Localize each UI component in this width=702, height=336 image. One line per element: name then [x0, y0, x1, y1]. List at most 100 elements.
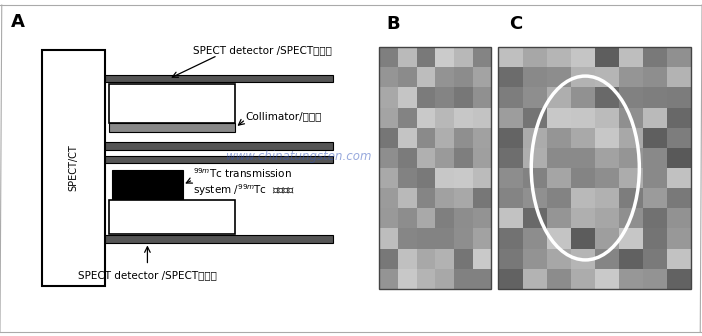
Bar: [472, 188, 491, 208]
Bar: [571, 108, 595, 128]
Bar: [522, 208, 547, 228]
Bar: [379, 208, 398, 228]
Bar: [668, 108, 691, 128]
Bar: [547, 148, 571, 168]
Bar: [379, 188, 398, 208]
Bar: [619, 47, 643, 67]
Bar: [398, 269, 416, 289]
Bar: [454, 128, 472, 148]
Bar: [472, 249, 491, 269]
Bar: [109, 84, 235, 123]
Bar: [435, 208, 454, 228]
Bar: [498, 188, 522, 208]
Bar: [379, 168, 398, 188]
Bar: [416, 228, 435, 249]
Bar: [668, 269, 691, 289]
Bar: [454, 188, 472, 208]
Bar: [571, 168, 595, 188]
Text: A: A: [11, 13, 25, 32]
Bar: [595, 208, 619, 228]
Bar: [668, 188, 691, 208]
Bar: [398, 168, 416, 188]
Bar: [398, 67, 416, 87]
Bar: [472, 67, 491, 87]
Bar: [398, 87, 416, 108]
Bar: [454, 208, 472, 228]
Bar: [435, 188, 454, 208]
Bar: [522, 47, 547, 67]
Bar: [416, 108, 435, 128]
Bar: [454, 67, 472, 87]
Bar: [416, 67, 435, 87]
Bar: [379, 108, 398, 128]
Bar: [398, 228, 416, 249]
Bar: [619, 208, 643, 228]
Text: SPECT detector /SPECT探测器: SPECT detector /SPECT探测器: [78, 270, 217, 281]
Bar: [619, 148, 643, 168]
Bar: [571, 87, 595, 108]
Bar: [472, 168, 491, 188]
Text: SPECT/CT: SPECT/CT: [69, 144, 79, 192]
Bar: [643, 67, 668, 87]
Bar: [668, 168, 691, 188]
Bar: [454, 87, 472, 108]
Bar: [379, 228, 398, 249]
Bar: [472, 228, 491, 249]
Bar: [595, 188, 619, 208]
Bar: [668, 67, 691, 87]
Bar: [435, 47, 454, 67]
Bar: [668, 249, 691, 269]
Bar: [595, 67, 619, 87]
Bar: [435, 67, 454, 87]
Bar: [105, 235, 333, 243]
Bar: [498, 228, 522, 249]
Bar: [619, 108, 643, 128]
Bar: [643, 87, 668, 108]
Bar: [379, 47, 398, 67]
Text: system /$^{99m}$Tc  传输系统: system /$^{99m}$Tc 传输系统: [193, 182, 295, 198]
Bar: [547, 249, 571, 269]
Text: $^{99m}$Tc transmission: $^{99m}$Tc transmission: [193, 166, 292, 180]
Bar: [668, 47, 691, 67]
Bar: [105, 156, 333, 163]
Bar: [435, 128, 454, 148]
Bar: [472, 269, 491, 289]
Bar: [398, 249, 416, 269]
Bar: [42, 50, 105, 286]
Bar: [571, 47, 595, 67]
Bar: [643, 148, 668, 168]
Text: C: C: [509, 15, 522, 33]
Bar: [498, 128, 522, 148]
Bar: [498, 47, 522, 67]
Bar: [668, 208, 691, 228]
Bar: [472, 148, 491, 168]
Bar: [454, 228, 472, 249]
Bar: [435, 148, 454, 168]
Bar: [522, 108, 547, 128]
Bar: [643, 47, 668, 67]
Bar: [522, 228, 547, 249]
Bar: [435, 249, 454, 269]
Bar: [522, 249, 547, 269]
Bar: [435, 168, 454, 188]
Bar: [522, 128, 547, 148]
Bar: [571, 148, 595, 168]
Bar: [416, 168, 435, 188]
Bar: [416, 188, 435, 208]
Bar: [379, 67, 398, 87]
Bar: [498, 47, 691, 289]
Bar: [498, 249, 522, 269]
Bar: [522, 269, 547, 289]
Bar: [595, 128, 619, 148]
Bar: [109, 200, 235, 234]
Bar: [595, 168, 619, 188]
Bar: [668, 228, 691, 249]
Bar: [643, 168, 668, 188]
Bar: [619, 228, 643, 249]
Bar: [619, 168, 643, 188]
Bar: [416, 249, 435, 269]
Bar: [454, 168, 472, 188]
Bar: [416, 208, 435, 228]
Bar: [571, 249, 595, 269]
Bar: [522, 148, 547, 168]
